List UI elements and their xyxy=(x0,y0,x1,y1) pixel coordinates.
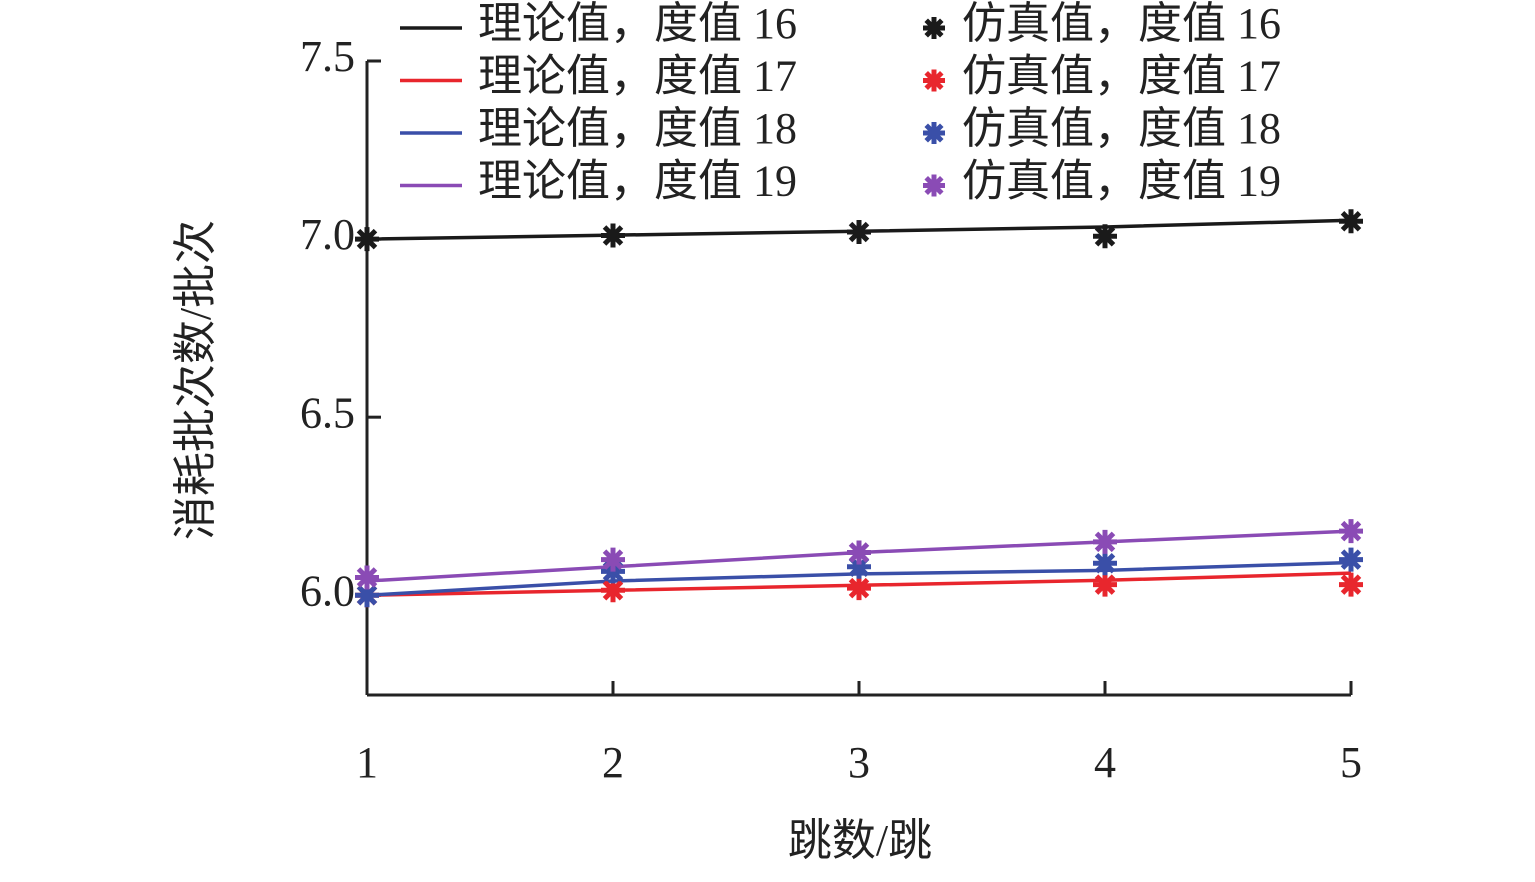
data-point xyxy=(1339,519,1363,544)
data-point xyxy=(1093,551,1117,576)
data-point xyxy=(601,578,625,603)
data-point xyxy=(847,554,871,579)
x-tick-label: 3 xyxy=(848,738,870,787)
x-tick-label: 4 xyxy=(1094,738,1116,787)
legend-label: 理论值，度值 16 xyxy=(478,0,797,48)
legend-swatch xyxy=(923,69,945,92)
y-tick-label: 6.0 xyxy=(300,566,355,615)
y-tick-label: 7.5 xyxy=(300,32,355,81)
data-point xyxy=(1339,547,1363,572)
data-point xyxy=(847,576,871,601)
data-point xyxy=(1093,529,1117,554)
data-point xyxy=(1339,209,1363,234)
x-axis-label: 跳数/跳 xyxy=(788,816,932,865)
x-tick-label: 1 xyxy=(356,738,378,787)
data-point xyxy=(601,223,625,248)
legend-swatch xyxy=(923,174,945,197)
data-point xyxy=(1093,572,1117,597)
y-axis-label: 消耗批次数/批次 xyxy=(171,220,220,540)
legend-label: 理论值，度值 19 xyxy=(478,157,797,206)
legend-swatch xyxy=(923,17,945,39)
data-point xyxy=(847,540,871,565)
legend-swatch xyxy=(923,122,945,144)
data-point xyxy=(847,219,871,244)
legend-label: 仿真值，度值 18 xyxy=(962,104,1281,153)
data-point xyxy=(355,227,379,252)
legend-label: 仿真值，度值 16 xyxy=(962,0,1281,48)
data-point xyxy=(355,583,379,608)
y-tick-label: 6.5 xyxy=(300,388,355,437)
legend-label: 仿真值，度值 17 xyxy=(962,52,1281,101)
data-point xyxy=(1093,224,1117,249)
data-point xyxy=(355,565,379,590)
legend-label: 理论值，度值 18 xyxy=(478,104,797,153)
data-point xyxy=(1339,572,1363,597)
legend-label: 理论值，度值 17 xyxy=(478,52,797,101)
x-tick-label: 2 xyxy=(602,738,624,787)
legend-label: 仿真值，度值 19 xyxy=(962,157,1281,206)
data-point xyxy=(601,547,625,572)
x-tick-label: 5 xyxy=(1340,738,1362,787)
y-tick-label: 7.0 xyxy=(300,210,355,259)
